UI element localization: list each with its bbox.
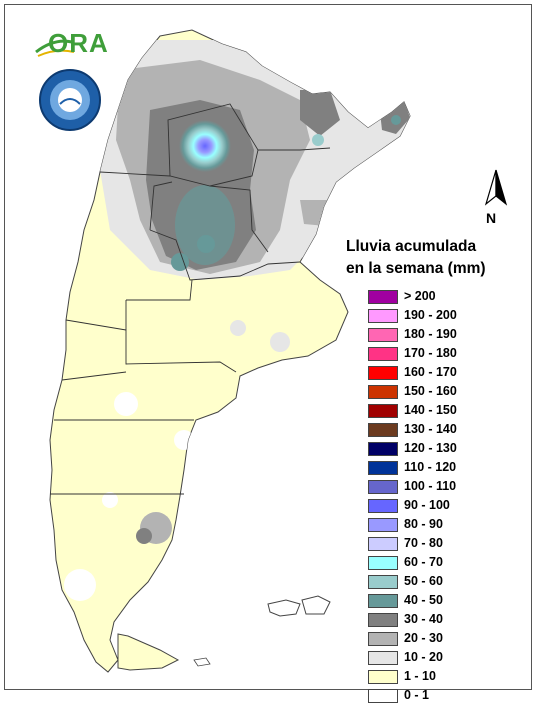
legend-label: 110 - 120 (404, 460, 457, 474)
legend-label: 160 - 170 (404, 365, 457, 379)
north-arrow-icon (478, 168, 514, 226)
legend-item: 20 - 30 (368, 630, 508, 649)
legend-item: 130 - 140 (368, 421, 508, 440)
legend-label: 90 - 100 (404, 498, 450, 512)
legend-swatch (368, 385, 398, 399)
tierra-del-fuego (117, 633, 180, 671)
malvinas-islands (267, 595, 331, 617)
legend-label: 30 - 40 (404, 612, 443, 626)
legend-swatch (368, 613, 398, 627)
legend-swatch (368, 556, 398, 570)
legend-swatch (368, 328, 398, 342)
legend-item: 60 - 70 (368, 554, 508, 573)
legend-item: 110 - 120 (368, 459, 508, 478)
rainfall-fields (64, 40, 410, 601)
legend-label: 10 - 20 (404, 650, 443, 664)
legend-item: > 200 (368, 288, 508, 307)
legend-label: 140 - 150 (404, 403, 457, 417)
legend-swatch (368, 347, 398, 361)
legend-label: 50 - 60 (404, 574, 443, 588)
legend-swatch (368, 461, 398, 475)
legend-label: 60 - 70 (404, 555, 443, 569)
legend-label: 0 - 1 (404, 688, 430, 702)
tierra-del-fuego-island-small (193, 657, 211, 667)
legend-swatch (368, 632, 398, 646)
legend-label: 70 - 80 (404, 536, 443, 550)
legend-label: 1 - 10 (404, 669, 436, 683)
legend-swatch (368, 423, 398, 437)
legend-swatch (368, 670, 398, 684)
legend-label: 130 - 140 (404, 422, 457, 436)
legend-item: 90 - 100 (368, 497, 508, 516)
legend-item: 150 - 160 (368, 383, 508, 402)
legend-title: Lluvia acumulada en la semana (mm) (346, 236, 530, 280)
legend-swatch (368, 537, 398, 551)
legend-label: 40 - 50 (404, 593, 443, 607)
ora-logo-text: ORA (48, 28, 109, 58)
legend-title-line1: Lluvia acumulada (346, 238, 477, 255)
legend-item: 40 - 50 (368, 592, 508, 611)
official-seal-icon (38, 68, 102, 132)
legend-item: 120 - 130 (368, 440, 508, 459)
legend-title-line2: en la semana (mm) (346, 260, 486, 277)
legend-item: 80 - 90 (368, 516, 508, 535)
legend-label: 80 - 90 (404, 517, 443, 531)
legend-label: 20 - 30 (404, 631, 443, 645)
legend-swatch (368, 575, 398, 589)
legend-swatch (368, 594, 398, 608)
province-borders (50, 103, 331, 495)
legend-label: 190 - 200 (404, 308, 457, 322)
legend-item: 170 - 180 (368, 345, 508, 364)
legend-swatch (368, 480, 398, 494)
legend-label: 100 - 110 (404, 479, 457, 493)
legend-item: 180 - 190 (368, 326, 508, 345)
legend-item: 50 - 60 (368, 573, 508, 592)
legend-label: 170 - 180 (404, 346, 457, 360)
legend-item: 100 - 110 (368, 478, 508, 497)
legend-swatch (368, 651, 398, 665)
legend-swatch (368, 404, 398, 418)
legend-swatch (368, 442, 398, 456)
legend-item: 30 - 40 (368, 611, 508, 630)
ora-logo (34, 28, 106, 62)
legend-label: 150 - 160 (404, 384, 457, 398)
legend-label: 180 - 190 (404, 327, 457, 341)
legend-item: 190 - 200 (368, 307, 508, 326)
legend-item: 160 - 170 (368, 364, 508, 383)
legend-swatch (368, 689, 398, 703)
legend-swatch (368, 518, 398, 532)
legend-swatch (368, 309, 398, 323)
north-arrow-label: N (486, 210, 497, 226)
legend-label: > 200 (404, 289, 436, 303)
legend-swatch (368, 499, 398, 513)
legend-item: 10 - 20 (368, 649, 508, 668)
legend-swatch (368, 366, 398, 380)
legend-item: 0 - 1 (368, 687, 508, 706)
legend-item: 1 - 10 (368, 668, 508, 687)
legend-label: 120 - 130 (404, 441, 457, 455)
legend-swatch (368, 290, 398, 304)
legend-item: 70 - 80 (368, 535, 508, 554)
legend-item: 140 - 150 (368, 402, 508, 421)
legend: > 200 190 - 200 180 - 190 170 - 180 160 - 17… (368, 288, 508, 706)
